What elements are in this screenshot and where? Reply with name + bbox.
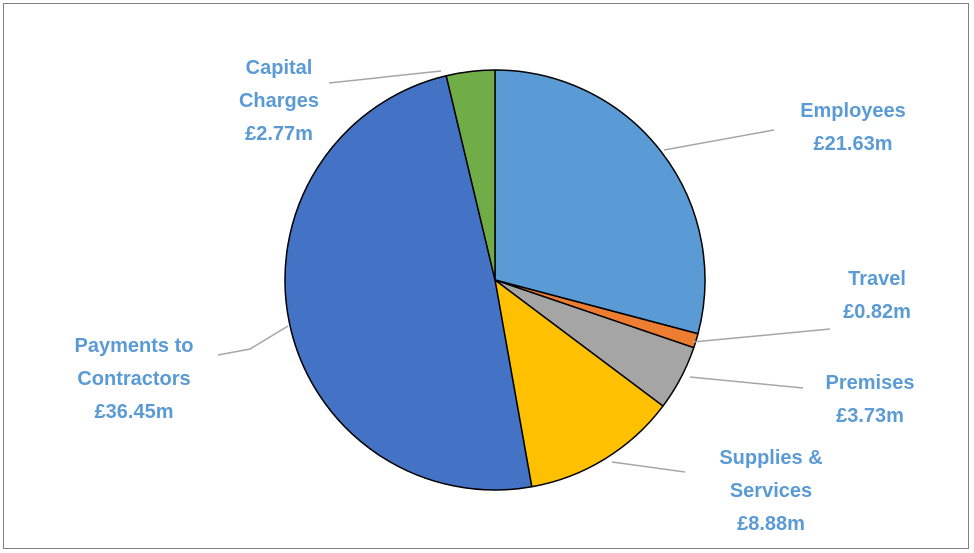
data-label-value: £8.88m bbox=[737, 513, 805, 535]
data-label-name: Capital bbox=[246, 57, 313, 79]
data-label-value: £0.82m bbox=[843, 301, 911, 323]
pie-slice-employees bbox=[494, 69, 706, 335]
leader-line bbox=[217, 325, 289, 356]
data-label-value: £2.77m bbox=[245, 123, 313, 145]
data-label-value: £21.63m bbox=[814, 133, 893, 155]
data-labels: Employees £21.63m Travel £0.82m Premises £3.7… bbox=[75, 57, 915, 535]
data-label-name: Payments to bbox=[75, 335, 194, 357]
data-label-name: Travel bbox=[848, 268, 906, 290]
data-label-name: Premises bbox=[826, 372, 915, 394]
data-label-name: Supplies & bbox=[719, 447, 822, 469]
pie-slices bbox=[284, 69, 706, 491]
leader-lines bbox=[217, 70, 831, 473]
leader-line bbox=[328, 70, 442, 84]
leader-line bbox=[611, 461, 686, 473]
data-label-name: Charges bbox=[239, 90, 319, 112]
data-label-name: Services bbox=[730, 480, 812, 502]
pie-slice-payments-to-contractors bbox=[284, 74, 533, 491]
data-label-value: £3.73m bbox=[836, 405, 904, 427]
pie-slice-capital-charges bbox=[445, 69, 496, 281]
leader-line bbox=[692, 328, 831, 343]
chart-frame: Employees £21.63m Travel £0.82m Premises £3.7… bbox=[3, 3, 969, 549]
leader-line bbox=[689, 376, 804, 389]
data-label-name: Contractors bbox=[77, 368, 190, 390]
pie-slice-supplies-services bbox=[494, 279, 664, 488]
data-label-name: Employees bbox=[800, 100, 906, 122]
data-label-value: £36.45m bbox=[95, 401, 174, 423]
pie-chart: Employees £21.63m Travel £0.82m Premises £3.7… bbox=[75, 57, 915, 535]
leader-line bbox=[663, 129, 775, 151]
